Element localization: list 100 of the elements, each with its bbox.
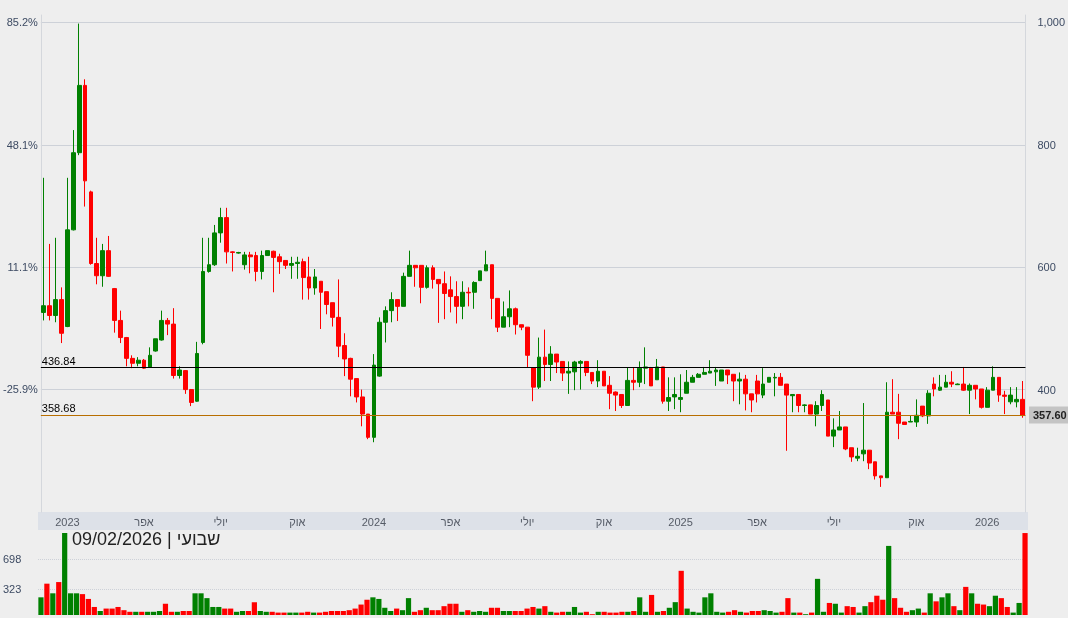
candlestick (625, 367, 630, 406)
candlestick (537, 337, 541, 390)
x-tick-label: יולי (213, 515, 228, 528)
bar (56, 582, 62, 615)
x-tick-label: אפר (440, 515, 461, 528)
candlestick (548, 345, 553, 382)
candlestick (460, 280, 465, 320)
text: 357.60 (1033, 409, 1067, 422)
candlestick (938, 374, 942, 392)
candlestick (861, 402, 866, 462)
candlestick (949, 370, 954, 388)
candlestick (773, 372, 777, 397)
y2-tick-label: 11.1% (7, 261, 39, 274)
bar (423, 607, 429, 615)
y-tick-label: 800 (1037, 138, 1056, 151)
y-tick-label: 1,000 (1037, 16, 1065, 29)
candlestick (661, 366, 665, 405)
bar (97, 610, 103, 615)
bar (963, 586, 969, 615)
candlestick (596, 359, 600, 388)
candlestick (425, 264, 429, 290)
candlestick (531, 367, 536, 402)
bar (969, 593, 975, 615)
candlestick (790, 393, 795, 413)
candlestick (106, 235, 111, 278)
candlestick (313, 268, 317, 296)
candlestick (879, 475, 883, 488)
candlestick (655, 358, 659, 381)
candlestick (53, 237, 58, 323)
x-tick-label: 2024 (361, 515, 387, 528)
candlestick (136, 356, 141, 367)
ref-line-label: 436.84 (41, 354, 76, 367)
bar (50, 593, 56, 615)
candlestick (201, 237, 205, 345)
candlestick (826, 399, 830, 437)
bar (631, 610, 637, 615)
bar (536, 608, 542, 615)
x-tick-label: אוק (908, 515, 925, 528)
bar (660, 610, 667, 615)
candlestick (955, 382, 960, 386)
candlestick (177, 365, 182, 380)
x-tick-label: יולי (520, 515, 535, 528)
candlestick (649, 366, 653, 387)
candlestick (47, 243, 52, 321)
ref-line-label: 358.68 (41, 402, 76, 415)
candlestick (885, 381, 889, 479)
candlestick (932, 376, 936, 397)
bar (927, 593, 933, 615)
candlestick (767, 376, 771, 383)
candlestick (855, 447, 860, 462)
candlestick (484, 250, 488, 272)
candlestick (631, 367, 636, 391)
candlestick (802, 403, 807, 413)
y2-tick-label: 85.2% (6, 16, 39, 29)
candlestick (944, 374, 948, 388)
x-tick-label: 2025 (668, 515, 693, 528)
candlestick (41, 177, 46, 321)
candlestick (1020, 380, 1025, 419)
bar (957, 610, 963, 615)
candlestick (100, 243, 105, 288)
candlestick (395, 299, 400, 322)
y-tick-label: 600 (1037, 261, 1056, 274)
candlestick (472, 280, 477, 310)
candlestick (195, 341, 199, 403)
candlestick (737, 371, 742, 405)
bar (678, 570, 684, 615)
candlestick (808, 404, 813, 415)
x-tick-label: אוק (595, 515, 613, 528)
candlestick (961, 366, 966, 392)
x-tick-label: אוק (289, 515, 306, 528)
candlestick (466, 286, 471, 307)
bar (951, 606, 957, 615)
x-tick-label: 2026 (974, 515, 1000, 528)
bar (465, 610, 471, 615)
candlestick (967, 382, 972, 415)
x-tick-label: יולי (826, 515, 842, 528)
bar (542, 606, 548, 615)
candlestick (59, 286, 64, 344)
candlestick (796, 393, 801, 413)
bar (648, 594, 655, 615)
candlestick (478, 270, 482, 282)
candlestick (543, 329, 547, 382)
y2-tick-label: 48.1% (6, 138, 39, 151)
candlestick (242, 251, 247, 271)
candlestick (926, 389, 931, 425)
candlestick (83, 78, 87, 208)
candlestick (236, 251, 241, 255)
bar (826, 602, 833, 615)
bar (1022, 533, 1028, 615)
bar (886, 545, 892, 615)
annotation: שבועי | 09/02/2026 (72, 529, 221, 550)
x-tick-label: אפר (134, 515, 154, 528)
y-tick-label: 400 (1037, 383, 1056, 396)
candlestick (920, 405, 925, 418)
candlestick (761, 367, 765, 399)
bar (38, 597, 44, 615)
bar (44, 583, 50, 615)
x-tick-label: 2023 (55, 515, 80, 528)
candlestick (148, 346, 152, 368)
y-tick-label: 698 (3, 552, 22, 565)
